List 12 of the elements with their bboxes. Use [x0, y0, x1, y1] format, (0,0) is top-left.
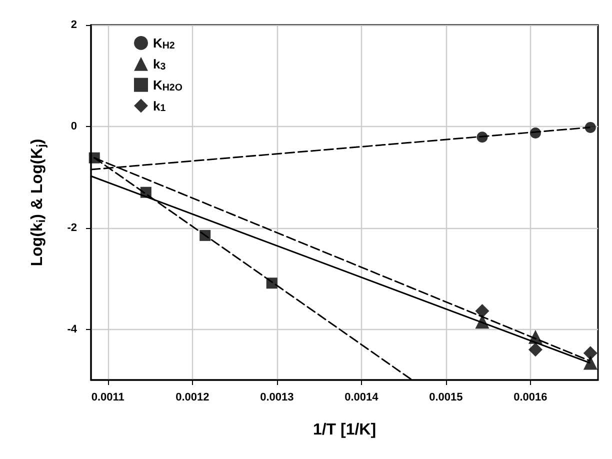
x-axis-title: 1/T [1/K] — [312, 422, 376, 438]
y-tick-label: -2 — [67, 222, 77, 234]
x-tick-label: 0.0012 — [176, 392, 210, 404]
x-tick-label: 0.0011 — [91, 392, 124, 404]
y-axis-title: Log(ki) & Log(Kj) — [28, 138, 48, 266]
x-tick-label: 0.0013 — [260, 392, 294, 404]
x-tick-label: 0.0014 — [344, 392, 380, 404]
x-tick-label: 0.0015 — [429, 392, 463, 404]
y-tick-label: -4 — [67, 323, 78, 336]
y-tick-label: 2 — [70, 19, 77, 31]
y-tick-label: 0 — [70, 120, 77, 132]
x-tick-label: 0.0016 — [514, 392, 548, 404]
